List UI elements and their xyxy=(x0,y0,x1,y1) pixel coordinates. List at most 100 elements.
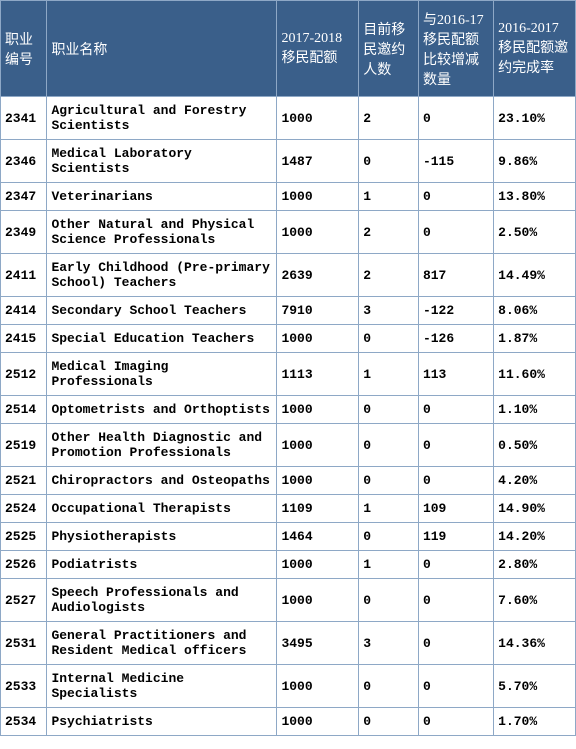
cell-quota: 1000 xyxy=(277,396,359,424)
cell-invite: 0 xyxy=(359,523,419,551)
cell-diff: 109 xyxy=(418,495,493,523)
cell-rate: 23.10% xyxy=(494,97,576,140)
cell-name: Speech Professionals and Audiologists xyxy=(47,579,277,622)
cell-name: Special Education Teachers xyxy=(47,325,277,353)
cell-diff: 0 xyxy=(418,424,493,467)
table-row: 2534Psychiatrists1000001.70% xyxy=(1,708,576,736)
cell-code: 2411 xyxy=(1,254,47,297)
cell-quota: 1000 xyxy=(277,551,359,579)
cell-quota: 1109 xyxy=(277,495,359,523)
cell-rate: 2.80% xyxy=(494,551,576,579)
cell-code: 2527 xyxy=(1,579,47,622)
cell-diff: 119 xyxy=(418,523,493,551)
cell-invite: 2 xyxy=(359,97,419,140)
cell-name: Early Childhood (Pre-primary School) Tea… xyxy=(47,254,277,297)
cell-diff: 0 xyxy=(418,467,493,495)
cell-quota: 1000 xyxy=(277,467,359,495)
cell-code: 2521 xyxy=(1,467,47,495)
table-row: 2526Podiatrists1000102.80% xyxy=(1,551,576,579)
cell-invite: 1 xyxy=(359,183,419,211)
cell-invite: 0 xyxy=(359,708,419,736)
cell-quota: 1000 xyxy=(277,708,359,736)
table-header-row: 职业编号 职业名称 2017-2018移民配额 目前移民邀约人数 与2016-1… xyxy=(1,1,576,97)
cell-quota: 1000 xyxy=(277,211,359,254)
cell-name: Psychiatrists xyxy=(47,708,277,736)
cell-invite: 3 xyxy=(359,622,419,665)
cell-diff: 0 xyxy=(418,579,493,622)
cell-name: Other Natural and Physical Science Profe… xyxy=(47,211,277,254)
cell-code: 2525 xyxy=(1,523,47,551)
cell-name: Chiropractors and Osteopaths xyxy=(47,467,277,495)
cell-quota: 3495 xyxy=(277,622,359,665)
table-body: 2341Agricultural and Forestry Scientists… xyxy=(1,97,576,736)
cell-diff: -122 xyxy=(418,297,493,325)
cell-invite: 1 xyxy=(359,551,419,579)
table-row: 2525Physiotherapists1464011914.20% xyxy=(1,523,576,551)
cell-diff: 113 xyxy=(418,353,493,396)
cell-code: 2531 xyxy=(1,622,47,665)
cell-invite: 0 xyxy=(359,467,419,495)
cell-rate: 5.70% xyxy=(494,665,576,708)
cell-name: Agricultural and Forestry Scientists xyxy=(47,97,277,140)
table-row: 2414Secondary School Teachers79103-1228.… xyxy=(1,297,576,325)
cell-code: 2347 xyxy=(1,183,47,211)
cell-invite: 1 xyxy=(359,495,419,523)
cell-rate: 0.50% xyxy=(494,424,576,467)
table-row: 2524Occupational Therapists1109110914.90… xyxy=(1,495,576,523)
cell-rate: 13.80% xyxy=(494,183,576,211)
occupation-quota-table: 职业编号 职业名称 2017-2018移民配额 目前移民邀约人数 与2016-1… xyxy=(0,0,576,736)
cell-quota: 1000 xyxy=(277,97,359,140)
cell-invite: 0 xyxy=(359,579,419,622)
table-row: 2346Medical Laboratory Scientists14870-1… xyxy=(1,140,576,183)
cell-code: 2346 xyxy=(1,140,47,183)
cell-code: 2534 xyxy=(1,708,47,736)
cell-rate: 14.36% xyxy=(494,622,576,665)
cell-diff: 0 xyxy=(418,97,493,140)
cell-diff: 817 xyxy=(418,254,493,297)
cell-quota: 2639 xyxy=(277,254,359,297)
cell-code: 2349 xyxy=(1,211,47,254)
cell-rate: 4.20% xyxy=(494,467,576,495)
cell-rate: 9.86% xyxy=(494,140,576,183)
cell-rate: 1.70% xyxy=(494,708,576,736)
cell-quota: 1487 xyxy=(277,140,359,183)
cell-diff: 0 xyxy=(418,183,493,211)
cell-name: Medical Laboratory Scientists xyxy=(47,140,277,183)
cell-diff: 0 xyxy=(418,708,493,736)
table-row: 2512Medical Imaging Professionals1113111… xyxy=(1,353,576,396)
cell-name: General Practitioners and Resident Medic… xyxy=(47,622,277,665)
table-row: 2514Optometrists and Orthoptists1000001.… xyxy=(1,396,576,424)
cell-quota: 1000 xyxy=(277,665,359,708)
cell-quota: 1113 xyxy=(277,353,359,396)
cell-name: Optometrists and Orthoptists xyxy=(47,396,277,424)
table-row: 2521Chiropractors and Osteopaths1000004.… xyxy=(1,467,576,495)
cell-code: 2415 xyxy=(1,325,47,353)
cell-invite: 0 xyxy=(359,665,419,708)
table-row: 2411Early Childhood (Pre-primary School)… xyxy=(1,254,576,297)
col-header-rate: 2016-2017移民配额邀约完成率 xyxy=(494,1,576,97)
col-header-invite: 目前移民邀约人数 xyxy=(359,1,419,97)
cell-diff: 0 xyxy=(418,622,493,665)
cell-rate: 1.87% xyxy=(494,325,576,353)
cell-diff: 0 xyxy=(418,665,493,708)
table-row: 2347Veterinarians10001013.80% xyxy=(1,183,576,211)
cell-invite: 2 xyxy=(359,254,419,297)
cell-invite: 0 xyxy=(359,424,419,467)
cell-code: 2526 xyxy=(1,551,47,579)
cell-quota: 1000 xyxy=(277,183,359,211)
cell-name: Occupational Therapists xyxy=(47,495,277,523)
table-row: 2519Other Health Diagnostic and Promotio… xyxy=(1,424,576,467)
table-row: 2341Agricultural and Forestry Scientists… xyxy=(1,97,576,140)
cell-code: 2512 xyxy=(1,353,47,396)
table-row: 2527Speech Professionals and Audiologist… xyxy=(1,579,576,622)
cell-diff: 0 xyxy=(418,211,493,254)
cell-rate: 2.50% xyxy=(494,211,576,254)
cell-rate: 14.49% xyxy=(494,254,576,297)
cell-code: 2519 xyxy=(1,424,47,467)
cell-invite: 0 xyxy=(359,325,419,353)
cell-name: Physiotherapists xyxy=(47,523,277,551)
cell-code: 2524 xyxy=(1,495,47,523)
cell-rate: 1.10% xyxy=(494,396,576,424)
cell-invite: 2 xyxy=(359,211,419,254)
cell-quota: 7910 xyxy=(277,297,359,325)
